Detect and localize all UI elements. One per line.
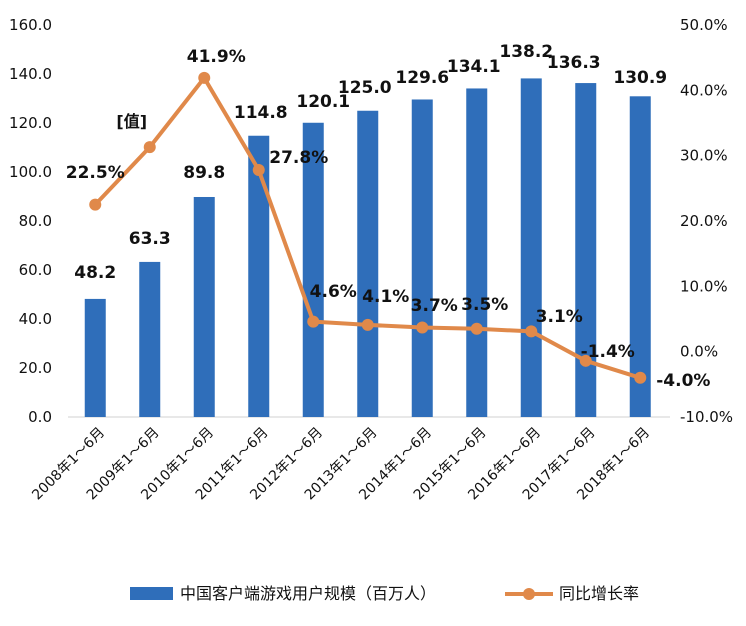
bar[interactable] xyxy=(84,298,106,417)
bar[interactable] xyxy=(357,110,379,417)
rate-point[interactable] xyxy=(361,318,374,331)
left-axis-tick-label: 120.0 xyxy=(9,114,52,132)
left-axis-tick-label: 100.0 xyxy=(9,163,52,181)
right-axis-tick-label: -10.0% xyxy=(680,408,733,426)
rate-data-label: -1.4% xyxy=(581,342,635,362)
rate-point[interactable] xyxy=(89,198,102,211)
legend-item-rate[interactable]: 同比增长率 xyxy=(505,584,639,603)
bar-data-label: 129.6 xyxy=(395,68,449,88)
bar-data-label: 48.2 xyxy=(74,263,116,283)
left-axis-tick-label: 60.0 xyxy=(19,261,52,279)
rate-data-label: 41.9% xyxy=(187,47,246,67)
left-axis-tick-label: 160.0 xyxy=(9,16,52,34)
bar-data-label: 89.8 xyxy=(183,163,225,183)
bar-data-label: 136.3 xyxy=(547,53,601,73)
right-axis-tick-label: 50.0% xyxy=(680,16,728,34)
left-axis-tick-label: 80.0 xyxy=(19,212,52,230)
rate-data-label: 4.6% xyxy=(310,282,357,302)
rate-data-label: 22.5% xyxy=(66,163,125,183)
bar-data-label: 63.3 xyxy=(129,229,171,249)
legend-item-users[interactable]: 中国客户端游戏用户规模（百万人） xyxy=(130,584,436,603)
bar[interactable] xyxy=(411,99,433,417)
rate-point[interactable] xyxy=(252,164,265,177)
right-axis-tick-label: 0.0% xyxy=(680,343,718,361)
legend[interactable]: 中国客户端游戏用户规模（百万人） 同比增长率 xyxy=(130,584,639,603)
legend-bar-swatch xyxy=(130,587,173,600)
legend-label-rate: 同比增长率 xyxy=(559,584,639,603)
bar-series xyxy=(84,78,651,418)
bar[interactable] xyxy=(193,196,215,417)
bar[interactable] xyxy=(629,96,651,418)
rate-point[interactable] xyxy=(307,315,320,328)
bar[interactable] xyxy=(139,261,161,417)
right-axis-tick-label: 30.0% xyxy=(680,147,728,165)
rate-data-label: 27.8% xyxy=(269,148,328,168)
bar-data-label: 120.1 xyxy=(296,92,350,112)
bar[interactable] xyxy=(302,122,324,417)
bar-data-label: 130.9 xyxy=(613,68,667,88)
bar-data-label: 125.0 xyxy=(338,78,392,98)
rate-point[interactable] xyxy=(198,71,211,84)
right-axis-tick-label: 10.0% xyxy=(680,277,728,295)
left-axis-tick-label: 40.0 xyxy=(19,310,52,328)
legend-marker xyxy=(523,588,535,600)
left-axis-tick-label: 20.0 xyxy=(19,359,52,377)
rate-point[interactable] xyxy=(525,325,538,338)
legend-label-users: 中国客户端游戏用户规模（百万人） xyxy=(180,584,436,603)
value-placeholder-annotation: [值] xyxy=(116,112,147,131)
bar[interactable] xyxy=(575,83,597,417)
rate-point[interactable] xyxy=(634,371,647,384)
rate-line-series xyxy=(89,71,647,384)
bar[interactable] xyxy=(466,88,488,417)
rate-data-label: 3.5% xyxy=(461,295,508,315)
bar-data-label: 134.1 xyxy=(447,57,501,77)
bar-data-label: 114.8 xyxy=(234,103,288,123)
rate-data-label: 3.1% xyxy=(536,307,583,327)
rate-point[interactable] xyxy=(470,322,483,335)
right-axis-tick-label: 40.0% xyxy=(680,81,728,99)
rate-point[interactable] xyxy=(143,141,156,154)
rate-data-label: -4.0% xyxy=(656,371,710,391)
rate-point[interactable] xyxy=(416,321,429,334)
rate-data-label: 3.7% xyxy=(411,296,458,316)
bar-data-label: 138.2 xyxy=(499,42,553,62)
rate-data-label: 4.1% xyxy=(362,287,409,307)
left-axis-tick-label: 140.0 xyxy=(9,65,52,83)
rate-point[interactable] xyxy=(579,354,592,367)
bar[interactable] xyxy=(248,135,270,418)
bar[interactable] xyxy=(520,78,542,417)
left-axis-tick-label: 0.0 xyxy=(28,408,52,426)
right-axis-tick-label: 20.0% xyxy=(680,212,728,230)
